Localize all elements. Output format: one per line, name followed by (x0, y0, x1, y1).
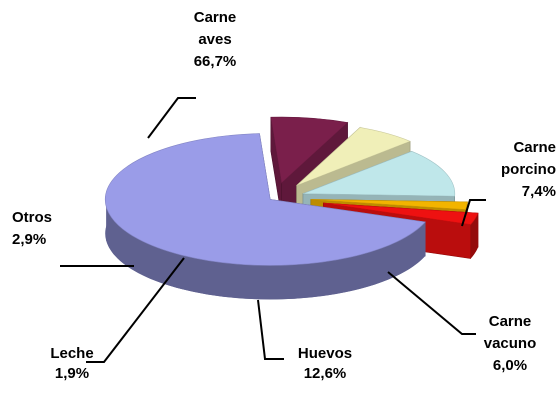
data-label-leche: Leche 1,9% (50, 345, 93, 382)
leader-line-huevos (257, 299, 284, 360)
label-leche: Leche 1,9% (50, 257, 185, 382)
label-carne-porcino: Carne porcino 7,4% (461, 139, 556, 227)
leader-line-carne-porcino (461, 199, 486, 227)
label-otros: Otros 2,9% (12, 209, 134, 267)
label-carne-aves: Carne aves 66,7% (147, 9, 237, 139)
label-carne-vacuno: Carne vacuno 6,0% (387, 271, 537, 374)
data-label-otros: Otros 2,9% (12, 209, 52, 248)
leader-line-carne-vacuno (387, 271, 476, 335)
data-label-carne-vacuno: Carne vacuno 6,0% (484, 313, 537, 374)
data-label-huevos: Huevos 12,6% (298, 345, 352, 382)
leader-line-leche (86, 257, 185, 363)
data-label-carne-porcino: Carne porcino 7,4% (501, 139, 556, 200)
leader-line-carne-aves (147, 97, 196, 139)
pie-slice-carne-aves (104, 133, 426, 300)
label-huevos: Huevos 12,6% (257, 299, 352, 382)
data-label-carne-aves: Carne aves 66,7% (194, 9, 237, 70)
